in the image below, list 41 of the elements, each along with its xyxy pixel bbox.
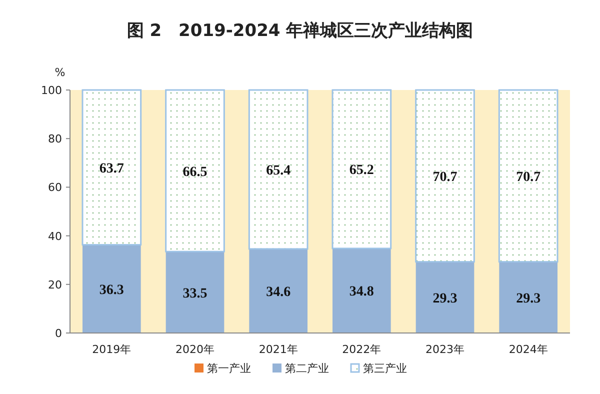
data-label: 29.3 (432, 291, 458, 306)
bar (416, 262, 474, 333)
data-label: 70.7 (432, 170, 458, 185)
bar (332, 89, 392, 250)
chart-title: 图 2 2019-2024 年禅城区三次产业结构图 (126, 21, 474, 41)
x-tick-label: 2023年 (426, 343, 464, 356)
data-label: 65.4 (266, 163, 291, 178)
data-label: 70.7 (516, 170, 541, 185)
bar (332, 248, 391, 333)
x-tick-label: 2019年 (92, 343, 132, 356)
bar (82, 244, 141, 333)
data-label: 63.7 (99, 161, 124, 176)
bar (166, 252, 224, 333)
y-tick-label: 40 (48, 230, 62, 243)
bar (498, 89, 558, 263)
bar (248, 89, 308, 250)
bar (499, 262, 558, 333)
y-tick-label: 20 (48, 278, 62, 292)
legend-label: 第二产业 (285, 362, 329, 375)
x-tick-label: 2022年 (342, 343, 382, 356)
x-tick-label: 2020年 (176, 343, 214, 356)
bar (165, 89, 225, 252)
legend-label: 第一产业 (207, 362, 251, 375)
legend-label: 第三产业 (363, 362, 407, 375)
data-label: 29.3 (516, 291, 541, 306)
y-tick-label: 60 (48, 181, 62, 194)
data-label: 33.5 (182, 286, 208, 302)
x-tick-label: 2021年 (258, 343, 298, 356)
data-label: 36.3 (99, 282, 124, 298)
bar (415, 89, 475, 263)
data-label: 65.2 (349, 163, 374, 178)
bar (249, 248, 308, 333)
data-label: 34.6 (266, 284, 291, 300)
y-tick-label: 100 (41, 84, 62, 97)
y-axis-title: % (54, 66, 66, 79)
data-label: 34.8 (349, 284, 374, 300)
x-tick-label: 2024年 (508, 343, 548, 356)
bar (82, 89, 142, 246)
data-label: 66.5 (182, 164, 208, 180)
y-tick-label: 0 (55, 327, 62, 340)
y-tick-label: 80 (48, 132, 62, 146)
